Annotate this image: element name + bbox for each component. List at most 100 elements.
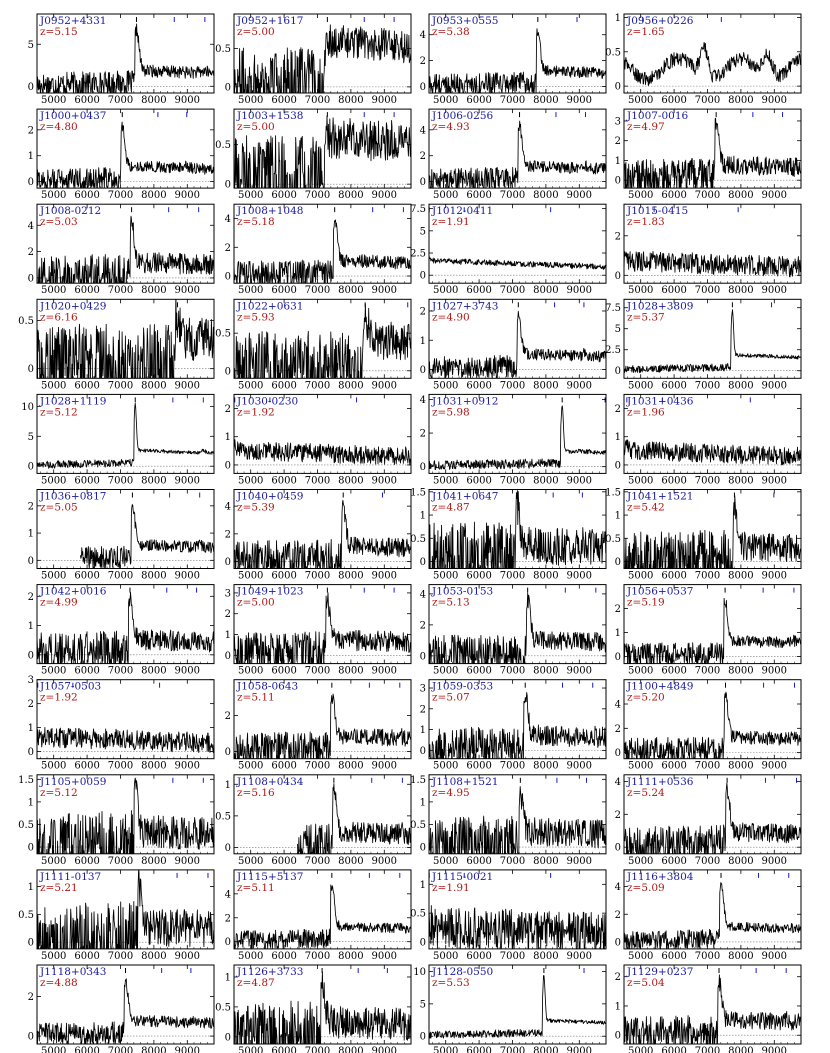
object-name: J0956+0226 — [626, 15, 694, 27]
y-tick-label: 0 — [28, 1032, 34, 1043]
redshift-label: z=5.05 — [40, 502, 78, 514]
redshift-label: z=5.18 — [237, 216, 275, 228]
object-name: J1108+0434 — [236, 776, 304, 788]
y-tick-label: 1 — [28, 621, 34, 632]
spectrum-line — [429, 490, 606, 569]
x-tick-label: 7000 — [500, 380, 525, 391]
x-tick-label: 6000 — [271, 190, 296, 201]
y-tick-label: 2 — [615, 231, 621, 242]
x-tick-label: 9000 — [372, 380, 397, 391]
y-tick-label: 0.5 — [215, 44, 231, 55]
y-tick-label: 5 — [28, 432, 34, 443]
x-tick-label: 5000 — [238, 666, 263, 677]
x-tick-label: 5000 — [41, 666, 66, 677]
x-tick-label: 5000 — [238, 856, 263, 867]
panel-frame — [233, 108, 412, 189]
x-tick-label: 5000 — [628, 190, 653, 201]
panel-frame — [623, 584, 802, 665]
spectrum-line — [234, 439, 411, 466]
object-name: J1006-0256 — [431, 110, 494, 122]
object-name: J1012-0411 — [431, 205, 493, 217]
y-tick-label: 5 — [420, 226, 426, 237]
x-tick-label: 7000 — [500, 571, 525, 582]
x-tick-label: 8000 — [338, 95, 363, 106]
redshift-label: z=5.11 — [237, 882, 275, 894]
y-tick-label: 4 — [420, 395, 426, 406]
x-tick-label: 8000 — [728, 285, 753, 296]
y-tick-label: 0 — [420, 82, 426, 93]
x-tick-label: 6000 — [661, 190, 686, 201]
y-tick-label: 0 — [615, 557, 621, 568]
spectrum-line — [234, 24, 411, 93]
object-name: J1040+0459 — [236, 491, 303, 503]
x-tick-label: 6000 — [74, 380, 99, 391]
y-tick-label: 4 — [615, 777, 621, 788]
spectrum-line — [624, 974, 801, 1044]
panel-frame — [36, 584, 215, 665]
redshift-label: z=5.37 — [627, 311, 665, 323]
x-tick-label: 7000 — [108, 761, 133, 772]
redshift-label: z=4.93 — [432, 121, 470, 133]
y-tick-label: 2 — [225, 609, 231, 620]
object-name: J1108+1521 — [431, 776, 498, 788]
x-tick-label: 5000 — [41, 475, 66, 486]
x-tick-label: 6000 — [466, 95, 491, 106]
x-tick-label: 7000 — [695, 95, 720, 106]
x-tick-label: 6000 — [466, 666, 491, 677]
x-tick-label: 7000 — [500, 95, 525, 106]
y-tick-label: 0 — [225, 460, 231, 471]
object-name: J1003+1538 — [236, 110, 303, 122]
redshift-label: z=1.65 — [627, 26, 665, 38]
x-tick-label: 5000 — [238, 380, 263, 391]
x-tick-label: 7000 — [695, 761, 720, 772]
x-tick-label: 9000 — [567, 190, 592, 201]
x-tick-label: 8000 — [141, 95, 166, 106]
x-tick-label: 5000 — [41, 95, 66, 106]
y-tick-label: 0.5 — [410, 820, 426, 831]
panel-frame — [36, 393, 215, 474]
y-tick-label: 0 — [615, 460, 621, 471]
y-tick-label: 0.5 — [215, 140, 231, 151]
x-tick-label: 7000 — [305, 285, 330, 296]
panel-frame — [428, 489, 607, 569]
y-tick-label: 2 — [420, 704, 426, 715]
object-name: J1007-0016 — [626, 110, 689, 122]
y-tick-label: 2 — [28, 992, 34, 1003]
object-name: J1118+0343 — [39, 966, 106, 978]
x-tick-label: 7000 — [500, 666, 525, 677]
y-tick-label: 2 — [28, 592, 34, 603]
y-tick-label: 1 — [615, 432, 621, 443]
redshift-label: z=1.92 — [40, 692, 78, 704]
y-tick-label: 0 — [420, 1032, 426, 1043]
x-tick-label: 6000 — [271, 761, 296, 772]
y-tick-label: 0 — [420, 365, 426, 376]
y-tick-label: 0.5 — [410, 909, 426, 920]
y-tick-label: 3 — [28, 675, 34, 686]
x-tick-label: 8000 — [728, 571, 753, 582]
y-tick-label: 1 — [615, 156, 621, 167]
x-tick-label: 6000 — [661, 475, 686, 486]
y-tick-label: 1 — [615, 1001, 621, 1012]
x-tick-label: 9000 — [762, 380, 787, 391]
y-tick-label: 0 — [615, 82, 621, 93]
x-tick-label: 5000 — [41, 761, 66, 772]
spectrum-line — [624, 882, 801, 949]
object-name: J1100+4849 — [626, 681, 693, 693]
x-tick-label: 9000 — [762, 666, 787, 677]
x-tick-label: 5000 — [41, 571, 66, 582]
y-tick-label: 0.5 — [18, 820, 34, 831]
spectrum-panel: 5000 6000 7000 8000 9000 0 0.5 1 J1108+0434z=5.1… — [215, 774, 412, 867]
x-tick-label: 8000 — [141, 285, 166, 296]
x-tick-label: 8000 — [728, 666, 753, 677]
y-tick-label: 2 — [28, 125, 34, 136]
x-tick-label: 9000 — [175, 856, 200, 867]
x-tick-label: 8000 — [728, 475, 753, 486]
object-name: J1036+0817 — [39, 491, 106, 503]
y-tick-label: 2 — [615, 972, 621, 983]
redshift-label: z=5.38 — [432, 26, 470, 38]
